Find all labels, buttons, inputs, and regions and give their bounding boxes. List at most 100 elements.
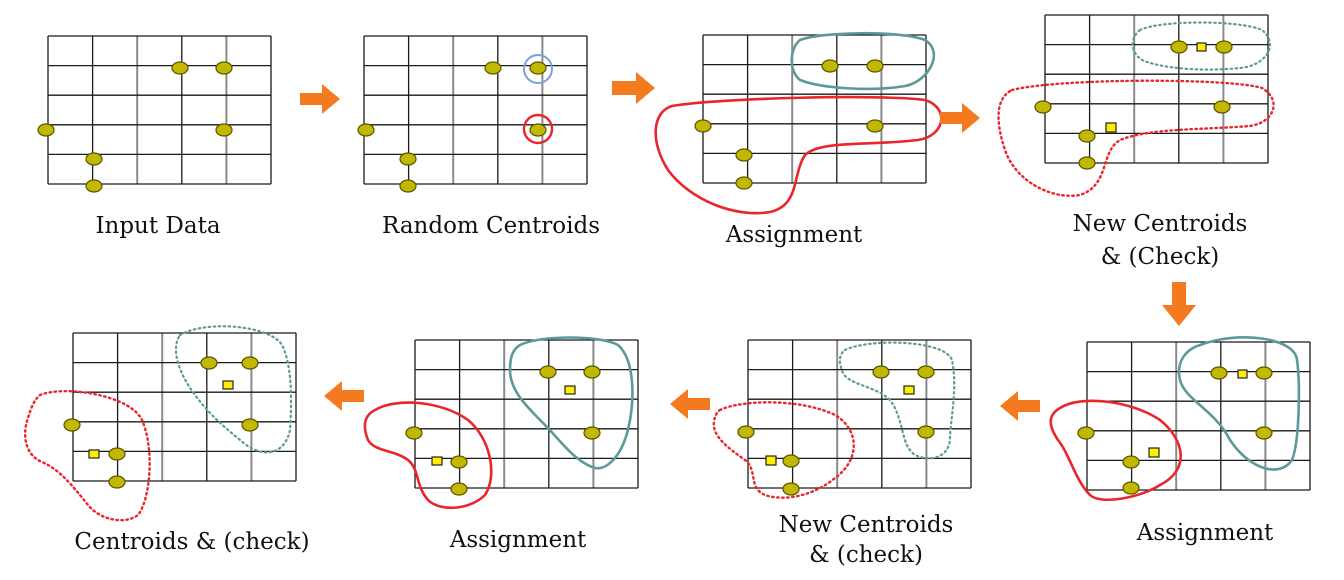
data-point	[241, 418, 259, 432]
centroid-teal-marker	[222, 380, 234, 390]
centroid-red-marker	[88, 449, 100, 459]
step-caption: Random Centroids	[382, 213, 600, 239]
data-points	[737, 365, 935, 496]
data-point	[200, 356, 218, 370]
data-point	[399, 152, 417, 166]
panel-new-centroids-2	[737, 339, 972, 496]
step-caption: New Centroids	[779, 512, 954, 538]
cluster-teal-outline	[508, 336, 634, 470]
step-caption: Assignment	[449, 527, 587, 553]
step-caption: Input Data	[95, 213, 220, 239]
data-point	[529, 123, 547, 137]
data-point	[241, 356, 259, 370]
data-point	[1122, 481, 1140, 495]
data-point	[1213, 100, 1231, 114]
data-points	[37, 61, 233, 193]
data-points	[405, 365, 601, 496]
data-point	[171, 61, 189, 75]
data-points	[1034, 40, 1233, 170]
data-point	[1255, 366, 1273, 380]
grid	[47, 35, 272, 185]
centroid-red-marker	[431, 456, 443, 466]
data-point	[450, 482, 468, 496]
cluster-red-outline	[654, 95, 943, 215]
cluster-teal-outline	[175, 325, 293, 454]
data-point	[405, 426, 423, 440]
centroid-teal-marker	[903, 385, 915, 395]
panel-random-centroids	[357, 35, 588, 193]
data-point	[450, 455, 468, 469]
data-point	[1122, 455, 1140, 469]
data-point	[1078, 156, 1096, 170]
data-point	[866, 59, 884, 73]
centroid-teal-marker	[564, 385, 576, 395]
data-point	[357, 123, 375, 137]
centroid-red-marker	[765, 455, 777, 466]
initial-centroid-blue-marker	[523, 54, 553, 84]
data-point	[529, 61, 547, 75]
cluster-red-outline	[24, 389, 151, 522]
data-point	[108, 447, 126, 461]
data-point	[917, 425, 935, 439]
data-point	[1170, 40, 1188, 54]
grid	[1086, 341, 1311, 491]
step-caption: Assignment	[725, 222, 863, 248]
panel-new-centroids-1	[1034, 14, 1269, 170]
data-point	[37, 123, 55, 137]
panel-assignment-3	[405, 339, 639, 496]
cluster-teal-outline	[1131, 21, 1271, 71]
step-caption: Assignment	[1136, 520, 1274, 546]
panel-input-data	[37, 35, 272, 193]
data-point	[1215, 40, 1233, 54]
arrow-left-icon	[670, 389, 710, 419]
cluster-red-outline	[1049, 399, 1182, 502]
data-point	[539, 365, 557, 379]
data-point	[484, 61, 502, 75]
panel-centroids-check	[63, 332, 297, 489]
data-point	[1077, 426, 1095, 440]
centroid-teal-marker	[1237, 369, 1248, 379]
arrow-left-icon	[1000, 391, 1040, 421]
grid	[363, 35, 588, 185]
grid	[747, 339, 972, 489]
centroid-teal-marker	[1196, 42, 1207, 52]
panel-assignment-2	[1077, 341, 1311, 495]
initial-centroid-red-marker	[522, 113, 554, 145]
cluster-teal-outline	[838, 341, 956, 460]
arrow-down-icon	[1162, 282, 1196, 326]
grid	[702, 34, 927, 184]
data-points	[1077, 366, 1273, 495]
grid	[72, 332, 297, 482]
data-points	[357, 61, 547, 193]
step-caption: & (check)	[809, 542, 923, 568]
data-point	[782, 454, 800, 468]
data-point	[735, 148, 753, 162]
data-point	[737, 425, 755, 439]
arrow-right-icon	[300, 84, 340, 114]
centroid-red-marker	[1148, 447, 1160, 458]
arrow-right-icon	[612, 72, 655, 104]
step-caption: New Centroids	[1073, 211, 1248, 237]
cluster-red-outline	[712, 401, 855, 499]
cluster-red-outline	[997, 79, 1275, 197]
step-caption: & (Check)	[1101, 244, 1220, 270]
data-point	[108, 475, 126, 489]
data-points	[694, 59, 884, 190]
data-point	[917, 365, 935, 379]
cluster-teal-outline	[790, 31, 936, 91]
data-point	[694, 119, 712, 133]
cluster-red-outline	[363, 401, 493, 510]
arrow-left-icon	[324, 381, 364, 411]
data-points	[63, 356, 259, 489]
data-point	[215, 61, 233, 75]
data-point	[63, 418, 81, 432]
data-point	[85, 179, 103, 193]
centroid-red-marker	[1105, 122, 1117, 133]
panel-assignment-1	[694, 34, 927, 190]
data-point	[821, 59, 839, 73]
data-point	[215, 123, 233, 137]
cluster-teal-outline	[1177, 336, 1301, 471]
data-point	[1034, 100, 1052, 114]
grid	[1044, 14, 1269, 164]
